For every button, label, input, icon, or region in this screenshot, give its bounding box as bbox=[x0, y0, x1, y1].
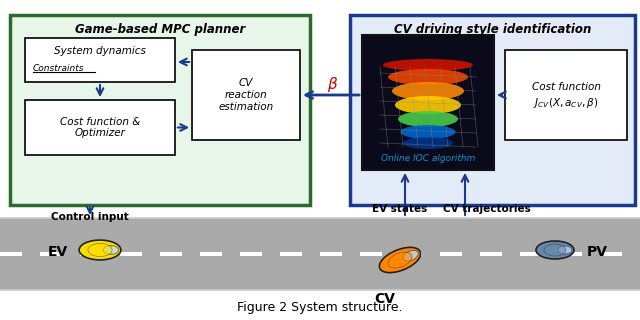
Text: Online IOC algorithm: Online IOC algorithm bbox=[381, 154, 475, 163]
Text: System dynamics: System dynamics bbox=[54, 46, 146, 56]
Ellipse shape bbox=[88, 244, 112, 257]
Text: CV
reaction
estimation: CV reaction estimation bbox=[218, 78, 274, 112]
Bar bbox=[362, 35, 494, 170]
Ellipse shape bbox=[388, 69, 468, 85]
Bar bbox=[350, 15, 635, 205]
Text: $J_{CV}(X, a_{CV}, \beta)$: $J_{CV}(X, a_{CV}, \beta)$ bbox=[533, 96, 598, 110]
Bar bbox=[25, 100, 175, 155]
Bar bbox=[0, 252, 22, 256]
Ellipse shape bbox=[403, 137, 453, 149]
Bar bbox=[320, 252, 342, 256]
Ellipse shape bbox=[558, 246, 572, 254]
Bar bbox=[360, 252, 382, 256]
Ellipse shape bbox=[401, 125, 456, 139]
Bar bbox=[240, 252, 262, 256]
Bar bbox=[480, 252, 502, 256]
Bar bbox=[600, 252, 622, 256]
Text: PV: PV bbox=[587, 245, 608, 259]
Ellipse shape bbox=[403, 251, 419, 261]
Bar bbox=[440, 252, 462, 256]
Bar bbox=[10, 15, 310, 205]
Ellipse shape bbox=[103, 246, 118, 254]
Bar bbox=[40, 252, 62, 256]
Bar bbox=[505, 50, 627, 140]
Text: Game-based MPC planner: Game-based MPC planner bbox=[75, 22, 245, 36]
Bar bbox=[192, 50, 300, 140]
Text: EV states: EV states bbox=[372, 204, 428, 214]
Text: $\beta$: $\beta$ bbox=[327, 75, 339, 93]
Text: Cost function: Cost function bbox=[531, 82, 600, 92]
Text: CV driving style identification: CV driving style identification bbox=[394, 22, 591, 36]
Ellipse shape bbox=[388, 252, 412, 268]
Text: CV trajectories: CV trajectories bbox=[443, 204, 531, 214]
Ellipse shape bbox=[536, 241, 574, 259]
Bar bbox=[25, 38, 175, 82]
Ellipse shape bbox=[544, 244, 566, 256]
Text: Figure 2 System structure.: Figure 2 System structure. bbox=[237, 301, 403, 315]
Bar bbox=[160, 252, 182, 256]
Ellipse shape bbox=[398, 111, 458, 127]
Text: Constraints: Constraints bbox=[33, 63, 84, 73]
Bar bbox=[120, 252, 142, 256]
Bar bbox=[0, 218, 640, 290]
Text: CV: CV bbox=[374, 292, 396, 306]
Text: Control input: Control input bbox=[51, 212, 129, 222]
Ellipse shape bbox=[395, 96, 461, 114]
Bar bbox=[280, 252, 302, 256]
Bar bbox=[560, 252, 582, 256]
Text: EV: EV bbox=[48, 245, 68, 259]
Bar bbox=[200, 252, 222, 256]
Bar bbox=[400, 252, 422, 256]
Ellipse shape bbox=[380, 247, 420, 273]
Ellipse shape bbox=[383, 59, 473, 71]
Text: Cost function &
Optimizer: Cost function & Optimizer bbox=[60, 117, 140, 138]
Ellipse shape bbox=[79, 240, 121, 260]
Bar bbox=[80, 252, 102, 256]
Ellipse shape bbox=[392, 82, 464, 100]
Bar bbox=[520, 252, 542, 256]
